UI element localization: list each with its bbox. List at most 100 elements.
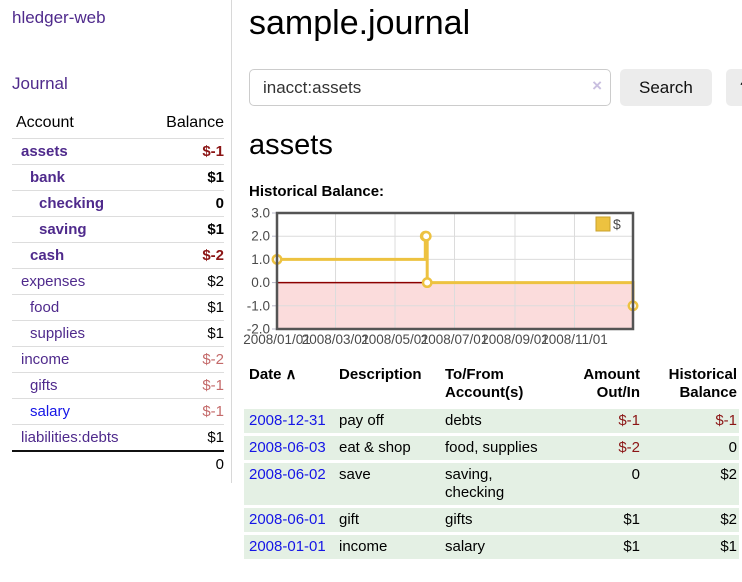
svg-text:3.0: 3.0 bbox=[251, 207, 270, 221]
accounts-total-value: 0 bbox=[149, 450, 224, 477]
account-link[interactable]: liabilities:debts bbox=[21, 429, 119, 446]
svg-text:2.0: 2.0 bbox=[251, 229, 270, 244]
account-row: expenses $2 bbox=[12, 268, 224, 295]
account-cell: income bbox=[12, 346, 150, 373]
balance-cell: $1 bbox=[642, 535, 739, 559]
help-button[interactable]: ? bbox=[725, 69, 742, 106]
chart-border bbox=[275, 211, 635, 331]
date-link[interactable]: 2008-06-02 bbox=[249, 466, 326, 483]
register-row: 2008-06-02 save saving, checking 0 $2 bbox=[244, 463, 739, 505]
account-balance: $1 bbox=[149, 216, 224, 243]
search-form: × Search ? bbox=[249, 69, 742, 106]
account-cell: salary bbox=[12, 398, 150, 425]
account-row: salary $-1 bbox=[12, 398, 224, 425]
account-cell: gifts bbox=[12, 372, 150, 399]
description-cell: pay off bbox=[339, 409, 445, 433]
date-cell: 2008-01-01 bbox=[244, 535, 339, 559]
chart-title: Historical Balance: bbox=[249, 183, 385, 200]
description-cell: save bbox=[339, 463, 445, 505]
amount-cell: 0 bbox=[562, 463, 642, 505]
account-balance: $-2 bbox=[149, 242, 224, 269]
account-row: income $-2 bbox=[12, 346, 224, 373]
register-column-header: Description bbox=[339, 364, 445, 406]
sort-ascending-icon[interactable]: ∧ bbox=[285, 366, 297, 383]
app: hledger-web Journal Account Balance asse… bbox=[12, 0, 742, 562]
account-link[interactable]: bank bbox=[30, 169, 66, 186]
account-link[interactable]: expenses bbox=[21, 273, 86, 290]
svg-text:-1.0: -1.0 bbox=[247, 298, 270, 313]
accounts-table: Account Balance assets $-1 bank $1 checking 0… bbox=[12, 110, 224, 477]
accounts-header-row: Account Balance bbox=[12, 110, 224, 139]
register-row: 2008-06-03 eat & shop food, supplies $-2 0 bbox=[244, 436, 739, 460]
clear-search-icon[interactable]: × bbox=[592, 76, 602, 95]
accounts-total-spacer bbox=[12, 450, 150, 477]
date-cell: 2008-12-31 bbox=[244, 409, 339, 433]
account-link[interactable]: food bbox=[30, 299, 60, 316]
svg-text:2008/09/01: 2008/09/01 bbox=[481, 332, 549, 347]
account-balance: $1 bbox=[149, 294, 224, 321]
balance-cell: 0 bbox=[642, 436, 739, 460]
account-link[interactable]: salary bbox=[30, 403, 71, 420]
accounts-total-row: 0 bbox=[12, 450, 224, 477]
amount-cell: $1 bbox=[562, 535, 642, 559]
account-row: bank $1 bbox=[12, 164, 224, 191]
main-content: sample.journal × Search ? assets Histori… bbox=[232, 0, 742, 562]
search-button[interactable]: Search bbox=[620, 69, 712, 106]
accounts-cell: saving, checking bbox=[445, 463, 562, 505]
account-link[interactable]: cash bbox=[30, 247, 65, 264]
date-cell: 2008-06-02 bbox=[244, 463, 339, 505]
description-cell: gift bbox=[339, 508, 445, 532]
account-link[interactable]: saving bbox=[39, 221, 87, 238]
balance-cell: $-1 bbox=[642, 409, 739, 433]
legend-swatch-icon bbox=[595, 216, 611, 232]
data-point-markers[interactable] bbox=[271, 230, 639, 312]
svg-text:1.0: 1.0 bbox=[251, 252, 270, 267]
svg-text:2008/05/01: 2008/05/01 bbox=[361, 332, 429, 347]
account-balance: $2 bbox=[149, 268, 224, 295]
account-cell: bank bbox=[12, 164, 150, 191]
amount-cell: $1 bbox=[562, 508, 642, 532]
account-cell: assets bbox=[12, 138, 150, 165]
account-row: assets $-1 bbox=[12, 138, 224, 165]
app-title-link[interactable]: hledger-web bbox=[12, 8, 106, 27]
account-row: cash $-2 bbox=[12, 242, 224, 269]
account-cell: cash bbox=[12, 242, 150, 269]
accounts-header-account: Account bbox=[16, 114, 74, 131]
svg-text:0.0: 0.0 bbox=[251, 275, 270, 290]
account-balance: $-1 bbox=[149, 398, 224, 425]
date-link[interactable]: 2008-12-31 bbox=[249, 412, 326, 429]
legend-label: $ bbox=[613, 216, 621, 232]
register-column-header[interactable]: Date ∧ bbox=[244, 364, 339, 406]
accounts-cell: gifts bbox=[445, 508, 562, 532]
date-link[interactable]: 2008-06-03 bbox=[249, 439, 326, 456]
account-cell: checking bbox=[12, 190, 150, 217]
date-link[interactable]: 2008-01-01 bbox=[249, 538, 326, 555]
account-link[interactable]: supplies bbox=[30, 325, 86, 342]
account-row: liabilities:debts $1 bbox=[12, 424, 224, 451]
account-balance: $-1 bbox=[149, 138, 224, 165]
account-link[interactable]: checking bbox=[39, 195, 105, 212]
svg-text:2008/11/01: 2008/11/01 bbox=[541, 332, 608, 347]
svg-text:2008/03/01: 2008/03/01 bbox=[302, 332, 370, 347]
amount-cell: $-2 bbox=[562, 436, 642, 460]
account-link[interactable]: gifts bbox=[30, 377, 58, 394]
y-axis-labels: 3.0 2.0 1.0 0.0 -1.0 -2.0 bbox=[247, 206, 270, 337]
balance-chart-svg[interactable]: $3.0 2.0 1.0 0.0 -1.0 -2.02008/01/012008/03/0… bbox=[239, 206, 741, 355]
account-link[interactable]: assets bbox=[21, 143, 68, 160]
account-link[interactable]: income bbox=[21, 351, 70, 368]
journal-link[interactable]: Journal bbox=[12, 74, 68, 93]
account-balance: 0 bbox=[149, 190, 224, 217]
page-title: sample.journal bbox=[249, 4, 471, 42]
account-row: checking 0 bbox=[12, 190, 224, 217]
description-cell: eat & shop bbox=[339, 436, 445, 460]
register-column-header: Historical Balance bbox=[642, 364, 739, 406]
balance-cell: $2 bbox=[642, 463, 739, 505]
account-row: food $1 bbox=[12, 294, 224, 321]
balance-chart[interactable]: $3.0 2.0 1.0 0.0 -1.0 -2.0 2008/01/01 2008/03/0… bbox=[239, 206, 742, 355]
svg-text:2008/01/01: 2008/01/01 bbox=[243, 332, 311, 347]
search-input[interactable] bbox=[249, 69, 611, 106]
date-link[interactable]: 2008-06-01 bbox=[249, 511, 326, 528]
balance-cell: $2 bbox=[642, 508, 739, 532]
date-cell: 2008-06-03 bbox=[244, 436, 339, 460]
register-row: 2008-12-31 pay off debts $-1 $-1 bbox=[244, 409, 739, 433]
